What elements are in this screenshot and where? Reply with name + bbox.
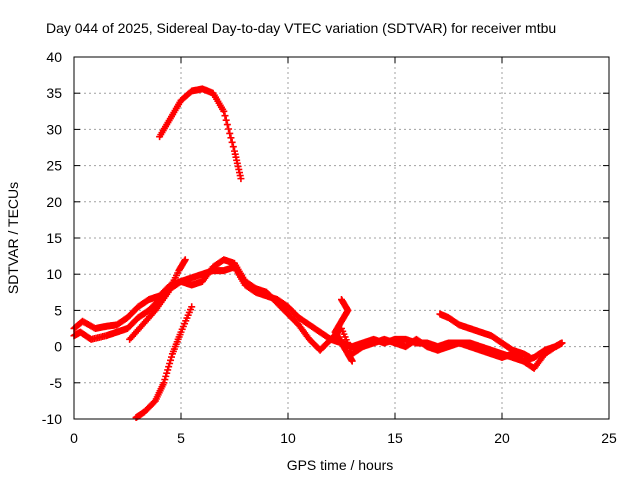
data-point [165, 363, 173, 371]
data-point [163, 369, 171, 377]
series-track-7 [331, 296, 356, 365]
y-tick-label: 40 [46, 49, 62, 65]
data-point [526, 353, 534, 361]
series-track-1 [156, 85, 245, 183]
data-point [221, 112, 229, 120]
y-tick-label: 0 [54, 339, 62, 355]
data-point [226, 129, 234, 137]
data-point [223, 121, 231, 129]
data-point [162, 372, 170, 380]
data-point [164, 366, 172, 374]
y-tick-label: 35 [46, 85, 62, 101]
data-point [181, 256, 189, 264]
data-point [225, 125, 233, 133]
data-point [188, 303, 196, 311]
data-point [229, 143, 237, 151]
plot-points [70, 85, 566, 422]
chart-title: Day 044 of 2025, Sidereal Day-to-day VTE… [46, 20, 556, 36]
y-tick-label: 20 [46, 194, 62, 210]
x-tick-label: 15 [387, 430, 403, 446]
data-point [167, 356, 175, 364]
x-tick-label: 5 [177, 430, 185, 446]
data-point [160, 379, 168, 387]
y-tick-label: 5 [54, 302, 62, 318]
x-tick-label: 0 [70, 430, 78, 446]
data-point [220, 107, 228, 115]
data-point [227, 134, 235, 142]
data-point [166, 359, 174, 367]
data-point [167, 353, 175, 361]
y-tick-label: 25 [46, 158, 62, 174]
y-tick-label: 30 [46, 121, 62, 137]
data-point [228, 138, 236, 146]
y-tick-label: 15 [46, 230, 62, 246]
data-point [558, 339, 566, 347]
x-tick-label: 20 [494, 430, 510, 446]
grid [74, 57, 609, 419]
x-tick-label: 10 [280, 430, 296, 446]
y-tick-label: -5 [50, 375, 63, 391]
series-track-6 [436, 310, 534, 361]
y-tick-label: -10 [42, 411, 62, 427]
ticks: 0 5 10 15 20 25 -10 -5 0 5 10 15 20 25 30 35 40 [42, 49, 617, 446]
series-track-2 [132, 303, 196, 422]
y-tick-label: 10 [46, 266, 62, 282]
data-point [222, 116, 230, 124]
data-point [237, 175, 245, 183]
x-axis-label: GPS time / hours [287, 457, 394, 473]
y-axis-label: SDTVAR / TECUs [5, 182, 21, 294]
x-tick-label: 25 [601, 430, 617, 446]
data-point [348, 357, 356, 365]
data-point [161, 376, 169, 384]
series-track-5 [70, 256, 566, 372]
